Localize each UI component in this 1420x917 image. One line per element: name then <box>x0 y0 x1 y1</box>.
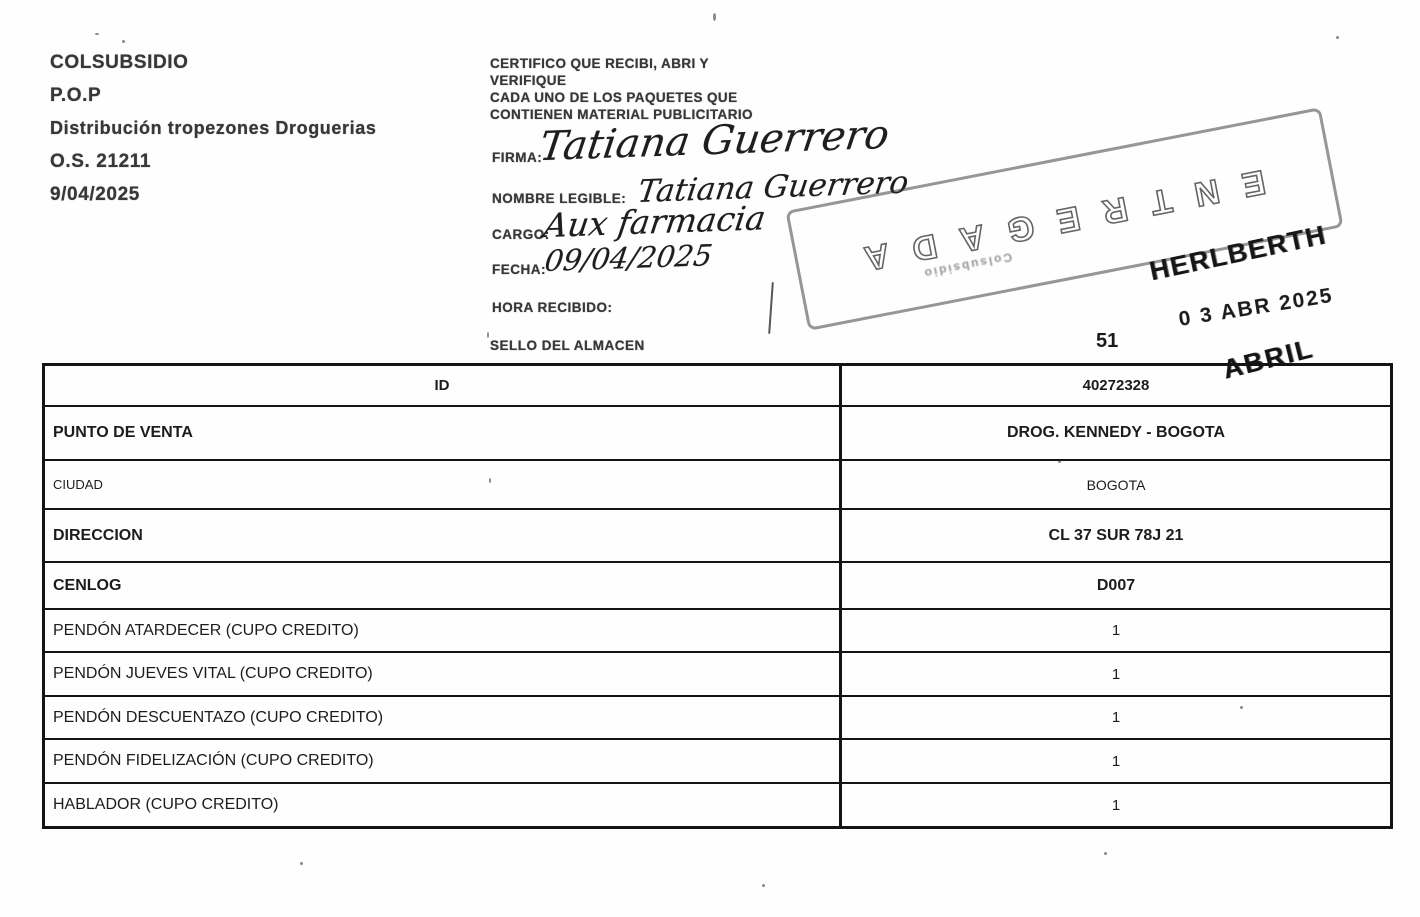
scan-speck <box>95 33 99 35</box>
row-value-pendon-atardecer: 1 <box>1111 622 1121 639</box>
header-pop: P.O.P <box>50 85 102 106</box>
scan-speck <box>713 13 716 21</box>
row-value-hablador: 1 <box>1111 796 1121 814</box>
scan-speck <box>1058 460 1061 463</box>
scan-speck <box>1240 706 1243 709</box>
company-name: COLSUBSIDIO <box>50 52 189 73</box>
cert-line-1: CERTIFICO QUE RECIBI, ABRI Y <box>490 56 709 71</box>
row-label-hablador: HABLADOR (CUPO CREDITO) <box>45 784 842 826</box>
row-value-id: 40272328 <box>1082 377 1150 394</box>
header-order-number: O.S. 21211 <box>50 151 152 172</box>
row-label-cenlog: CENLOG <box>45 563 842 608</box>
cargo-label: CARGO: <box>492 227 550 242</box>
nombre-legible-label: NOMBRE LEGIBLE: <box>492 191 627 206</box>
table-row: ID 40272328 <box>45 366 1390 407</box>
table-row: PENDÓN ATARDECER (CUPO CREDITO) 1 <box>45 610 1390 653</box>
table-row: CIUDAD BOGOTA <box>45 461 1390 510</box>
scan-speck <box>122 40 125 43</box>
scan-speck <box>487 332 489 338</box>
table-row: PUNTO DE VENTA DROG. KENNEDY - BOGOTA <box>45 407 1390 461</box>
row-value-pendon-jueves-vital: 1 <box>1111 665 1121 683</box>
hora-recibido-label: HORA RECIBIDO: <box>492 300 613 315</box>
table-row: PENDÓN DESCUENTAZO (CUPO CREDITO) 1 <box>45 697 1390 740</box>
row-label-direccion: DIRECCION <box>45 510 842 561</box>
cert-line-4: CONTIENEN MATERIAL PUBLICITARIO <box>490 107 753 122</box>
row-value-pendon-descuentazo: 1 <box>1111 709 1121 726</box>
row-label-pendon-descuentazo: PENDÓN DESCUENTAZO (CUPO CREDITO) <box>45 697 842 738</box>
pen-stroke-mark <box>768 281 774 335</box>
document-header: COLSUBSIDIO P.O.P Distribución tropezone… <box>50 46 470 211</box>
scan-speck <box>489 478 491 483</box>
table-row: DIRECCION CL 37 SUR 78J 21 <box>45 510 1390 563</box>
sheet-number: 51 <box>1096 330 1119 352</box>
header-date: 9/04/2025 <box>50 184 140 205</box>
cargo-value: Aux farmacia <box>541 198 769 246</box>
firma-label: FIRMA: <box>492 150 543 165</box>
row-label-pendon-atardecer: PENDÓN ATARDECER (CUPO CREDITO) <box>45 610 842 651</box>
row-label-pendon-jueves-vital: PENDÓN JUEVES VITAL (CUPO CREDITO) <box>45 653 842 695</box>
row-value-pendon-fidelizacion: 1 <box>1111 752 1121 770</box>
delivery-detail-table: ID 40272328 PUNTO DE VENTA DROG. KENNEDY… <box>42 363 1393 829</box>
row-value-ciudad: BOGOTA <box>1086 476 1146 493</box>
table-row: PENDÓN FIDELIZACIÓN (CUPO CREDITO) 1 <box>45 740 1390 784</box>
scan-speck <box>1104 852 1107 855</box>
fecha-label: FECHA: <box>492 262 546 277</box>
certification-text: CERTIFICO QUE RECIBI, ABRI Y VERIFIQUE C… <box>490 55 850 123</box>
received-date-stamp: 0 3 ABR 2025 <box>1177 283 1336 332</box>
cert-line-3: CADA UNO DE LOS PAQUETES QUE <box>490 90 738 105</box>
table-row: HABLADOR (CUPO CREDITO) 1 <box>45 784 1390 826</box>
row-value-cenlog: D007 <box>1096 576 1136 594</box>
row-value-punto-de-venta: DROG. KENNEDY - BOGOTA <box>1006 424 1226 441</box>
fecha-value: 09/04/2025 <box>542 238 715 279</box>
row-value-direccion: CL 37 SUR 78J 21 <box>1048 526 1184 544</box>
scan-speck <box>762 884 765 887</box>
row-label-pendon-fidelizacion: PENDÓN FIDELIZACIÓN (CUPO CREDITO) <box>45 740 842 782</box>
header-distribution: Distribución tropezones Droguerias <box>50 118 377 138</box>
sello-almacen-label: SELLO DEL ALMACEN <box>490 338 645 353</box>
table-row: CENLOG D007 <box>45 563 1390 610</box>
cert-line-2: VERIFIQUE <box>490 73 567 88</box>
table-row: PENDÓN JUEVES VITAL (CUPO CREDITO) 1 <box>45 653 1390 697</box>
scan-speck <box>1336 36 1339 39</box>
scan-speck <box>300 862 303 865</box>
row-label-id: ID <box>45 366 842 405</box>
row-label-ciudad: CIUDAD <box>45 461 842 508</box>
row-label-punto-de-venta: PUNTO DE VENTA <box>45 407 842 459</box>
